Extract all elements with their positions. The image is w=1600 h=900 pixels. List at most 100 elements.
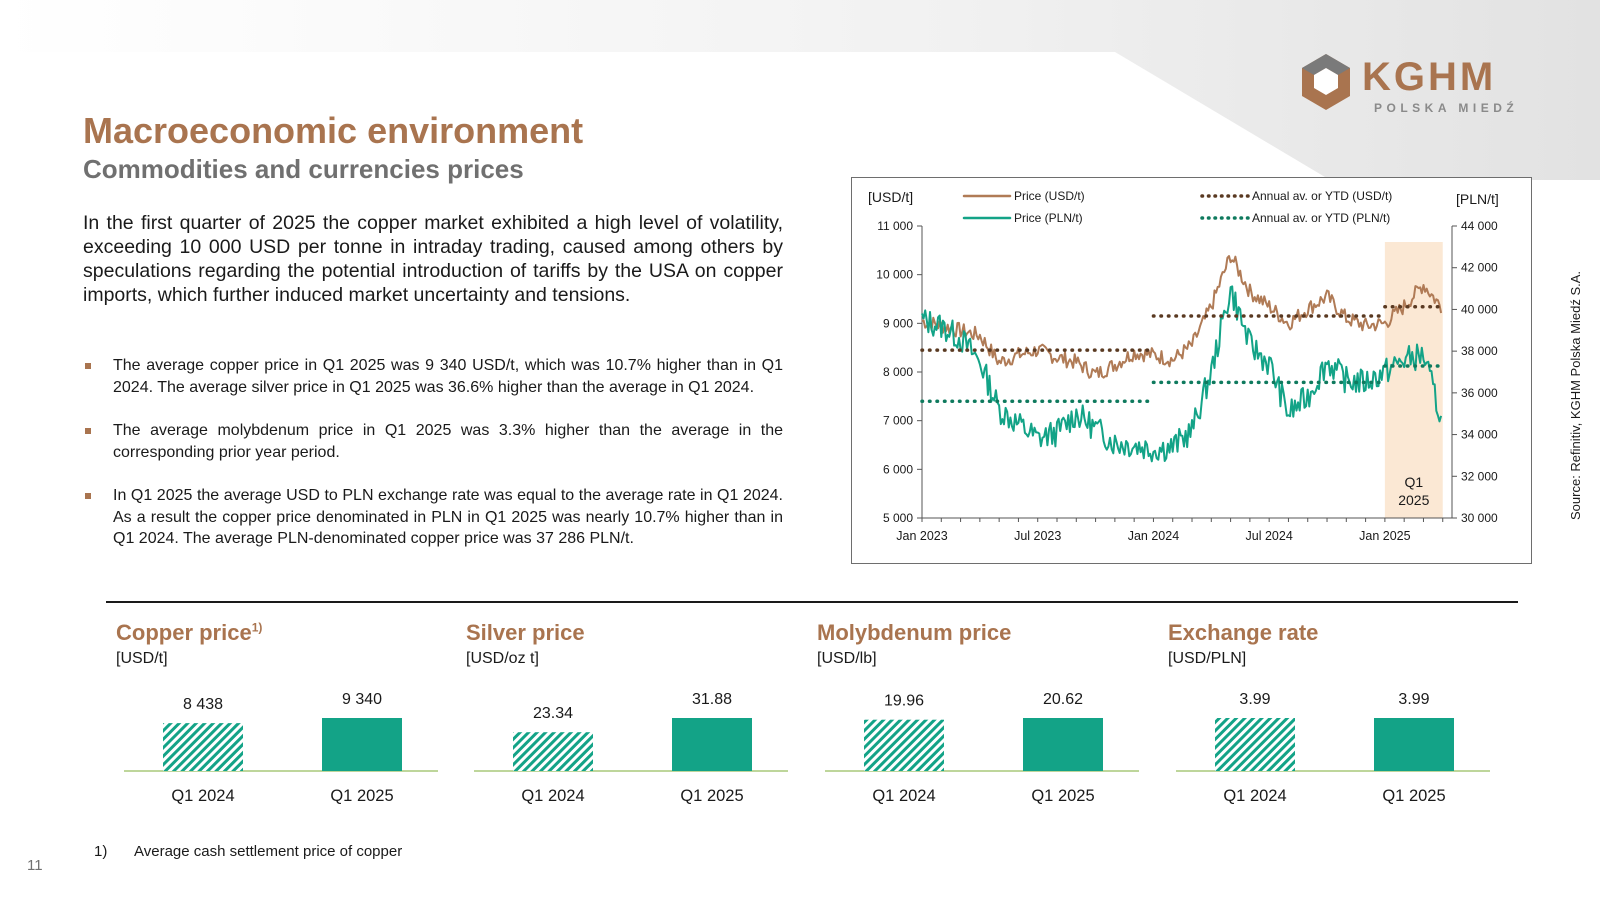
y-tick-label-right: 32 000 [1461, 469, 1498, 483]
legend-label: Annual av. or YTD (USD/t) [1252, 189, 1392, 203]
bullet-text: The average molybdenum price in Q1 2025 … [113, 422, 783, 461]
copper-price-line-chart: Q1 2025 5 000 6 000 7 000 8 000 9 000 10 000 11 … [868, 189, 1499, 543]
panel-title: Silver price [466, 620, 796, 646]
bullet-marker [85, 493, 91, 499]
panel-unit: [USD/t] [116, 650, 168, 667]
y-tick-label-right: 44 000 [1461, 219, 1498, 233]
exchange-rate-bar-chart: 3.99 Q1 2024 3.99 Q1 2025 [1176, 691, 1490, 805]
y-tick-label-left: 7 000 [883, 414, 913, 428]
copper-price-bar-chart: 8 438 Q1 2024 9 340 Q1 2025 [124, 691, 438, 805]
x-tick-label: Jan 2023 [896, 529, 947, 543]
left-axis-unit: [USD/t] [868, 189, 913, 205]
y-tick-label-left: 11 000 [877, 219, 913, 233]
bullet-item: The average copper price in Q1 2025 was … [83, 355, 783, 398]
bar-q1-2024 [864, 719, 944, 771]
legend-label: Price (PLN/t) [1014, 211, 1083, 225]
bullet-item: The average molybdenum price in Q1 2025 … [83, 420, 783, 463]
category-label: Q1 2025 [1031, 787, 1094, 805]
bullet-item: In Q1 2025 the average USD to PLN exchan… [83, 485, 783, 550]
category-label: Q1 2025 [1382, 787, 1445, 805]
x-tick-label: Jul 2023 [1014, 529, 1061, 543]
panel-title-text: Molybdenum price [817, 620, 1012, 645]
bullet-marker [85, 363, 91, 369]
bar-q1-2025 [672, 718, 752, 771]
x-tick-label: Jan 2025 [1359, 529, 1410, 543]
bar-value-label: 20.62 [1043, 691, 1083, 708]
intro-paragraph: In the first quarter of 2025 the copper … [83, 212, 783, 306]
bar-q1-2025 [322, 718, 402, 771]
highlight-label: 2025 [1398, 492, 1429, 508]
panel-unit: [USD/PLN] [1168, 650, 1247, 667]
bar-q1-2024 [163, 723, 243, 771]
category-label: Q1 2025 [680, 787, 743, 805]
bullet-text: The average copper price in Q1 2025 was … [113, 357, 783, 396]
right-axis-unit: [PLN/t] [1456, 191, 1499, 207]
bar-value-label: 3.99 [1398, 691, 1429, 708]
category-label: Q1 2024 [1223, 787, 1286, 805]
category-label: Q1 2024 [872, 787, 935, 805]
category-label: Q1 2024 [171, 787, 234, 805]
exchange-rate-panel: Exchange rate [USD/PLN] 3.99 Q1 2024 3.99 Q… [1168, 620, 1498, 820]
footnote-number: 1) [94, 843, 108, 860]
bullet-list: The average copper price in Q1 2025 was … [83, 355, 783, 572]
highlight-label: Q1 [1404, 474, 1423, 490]
panel-title-text: Exchange rate [1168, 620, 1319, 645]
molybdenum-price-panel: Molybdenum price [USD/lb] 19.96 Q1 2024 20… [817, 620, 1147, 820]
bar-value-label: 9 340 [342, 691, 382, 708]
panel-title: Molybdenum price [817, 620, 1147, 646]
page-title: Macroeconomic environment [83, 110, 584, 151]
header-background [0, 0, 1600, 180]
category-label: Q1 2025 [330, 787, 393, 805]
panel-title: Copper price1) [116, 620, 446, 646]
y-tick-label-right: 30 000 [1461, 511, 1498, 525]
y-tick-label-left: 10 000 [876, 268, 913, 282]
y-tick-label-right: 40 000 [1461, 302, 1498, 316]
bar-value-label: 8 438 [183, 696, 223, 713]
copper-price-panel: Copper price1) [USD/t] 8 438 Q1 2024 9 340… [116, 620, 446, 820]
page-number: 11 [27, 857, 43, 874]
section-divider [106, 601, 1518, 603]
bullet-marker [85, 428, 91, 434]
copper-price-chart-frame: Q1 2025 5 000 6 000 7 000 8 000 9 000 10 000 11 … [851, 177, 1532, 564]
footnote-ref: 1) [251, 620, 263, 635]
y-tick-label-left: 5 000 [883, 511, 913, 525]
y-tick-label-right: 38 000 [1461, 344, 1498, 358]
bar-value-label: 31.88 [692, 691, 732, 708]
legend-label: Annual av. or YTD (PLN/t) [1252, 211, 1390, 225]
kghm-logo: KGHM POLSKA MIEDŹ [1302, 54, 1518, 115]
molybdenum-price-bar-chart: 19.96 Q1 2024 20.62 Q1 2025 [825, 691, 1139, 805]
series-usd-line [921, 255, 1443, 379]
bar-value-label: 3.99 [1239, 691, 1270, 708]
legend-label: Price (USD/t) [1014, 189, 1085, 203]
x-tick-label: Jul 2024 [1246, 529, 1293, 543]
bar-q1-2025 [1023, 718, 1103, 771]
source-note: Source: Refinitiv, KGHM Polska Miedź S.A… [1568, 270, 1583, 520]
panel-title-text: Copper price [116, 620, 252, 645]
y-tick-label-right: 36 000 [1461, 386, 1498, 400]
logo-name: KGHM [1362, 55, 1496, 99]
silver-price-panel: Silver price [USD/oz t] 23.34 Q1 2024 31.8… [466, 620, 796, 820]
x-tick-label: Jan 2024 [1128, 529, 1179, 543]
bar-value-label: 19.96 [884, 693, 924, 710]
footnote-text: Average cash settlement price of copper [134, 843, 403, 860]
page-subtitle: Commodities and currencies prices [83, 154, 524, 184]
bar-q1-2024 [1215, 718, 1295, 771]
panel-title: Exchange rate [1168, 620, 1498, 646]
bullet-text: In Q1 2025 the average USD to PLN exchan… [113, 487, 783, 547]
series-pln-line [921, 285, 1443, 463]
y-tick-label-right: 34 000 [1461, 428, 1498, 442]
bar-q1-2024 [513, 732, 593, 771]
kghm-hexagon-icon [1302, 54, 1350, 110]
panel-unit: [USD/lb] [817, 650, 877, 667]
footnote: 1) Average cash settlement price of coppe… [94, 843, 402, 860]
panel-title-text: Silver price [466, 620, 585, 645]
bar-q1-2025 [1374, 718, 1454, 771]
y-tick-label-left: 8 000 [883, 365, 913, 379]
bar-value-label: 23.34 [533, 705, 573, 722]
y-tick-label-left: 6 000 [883, 462, 913, 476]
category-label: Q1 2024 [521, 787, 584, 805]
panel-unit: [USD/oz t] [466, 650, 539, 667]
logo-subtitle: POLSKA MIEDŹ [1374, 100, 1518, 115]
y-tick-label-right: 42 000 [1461, 261, 1498, 275]
silver-price-bar-chart: 23.34 Q1 2024 31.88 Q1 2025 [474, 691, 788, 805]
